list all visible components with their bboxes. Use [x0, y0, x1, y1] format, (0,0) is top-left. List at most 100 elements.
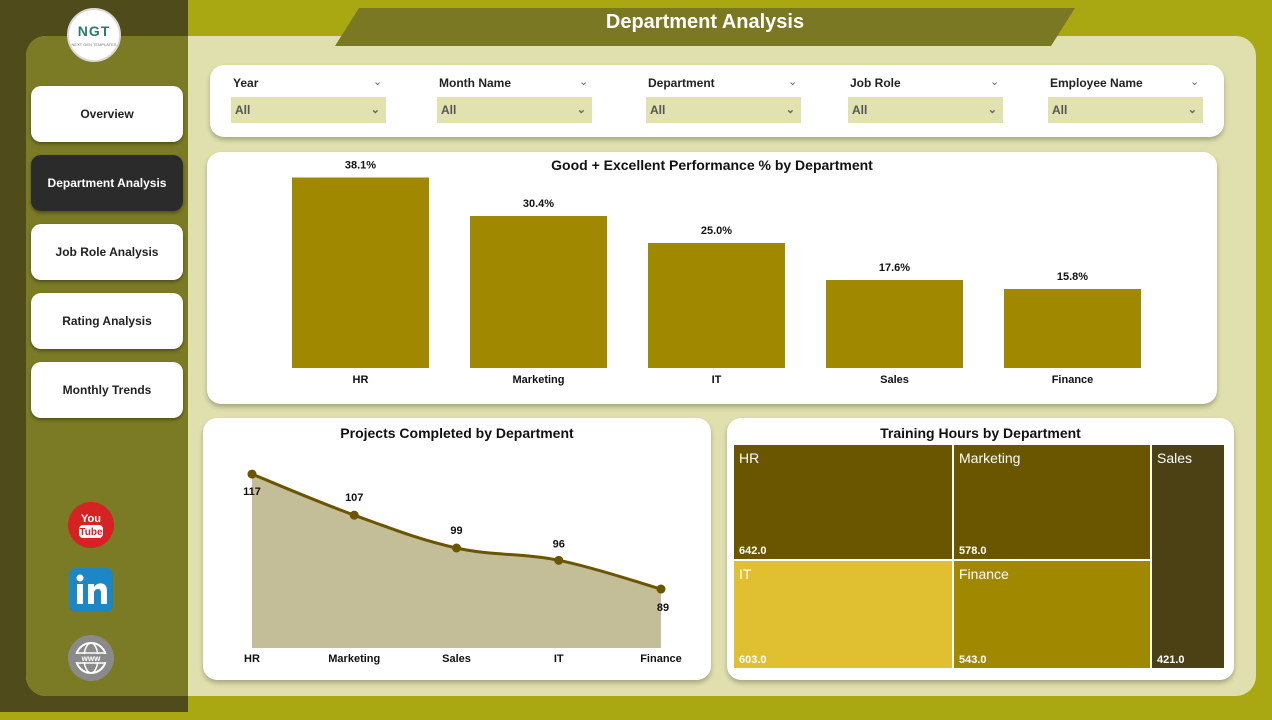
data-label: 25.0%	[701, 225, 732, 237]
data-label: 38.1%	[345, 160, 376, 172]
job-role-select[interactable]: All ⌄	[848, 97, 1003, 123]
bar-finance[interactable]	[1004, 289, 1141, 368]
filter-value: All	[235, 103, 251, 117]
nav-label: Rating Analysis	[62, 314, 152, 328]
logo-text: NGT	[77, 23, 111, 39]
treemap-label: HR	[739, 450, 759, 466]
nav-rating-analysis-button[interactable]: Rating Analysis	[31, 293, 183, 349]
nav-job-role-analysis-button[interactable]: Job Role Analysis	[31, 224, 183, 280]
x-tick-label: IT	[712, 374, 722, 386]
filter-value: All	[441, 103, 457, 117]
chevron-down-icon: ⌄	[370, 104, 380, 116]
treemap-label: IT	[739, 566, 752, 582]
bar-hr[interactable]	[292, 177, 429, 369]
x-tick-label: HR	[353, 374, 369, 386]
filter-value: All	[1052, 103, 1068, 117]
logo: NGT NEXT GEN TEMPLATES	[67, 8, 121, 62]
x-tick-label: IT	[554, 653, 564, 665]
x-tick-label: Sales	[442, 653, 471, 665]
treemap-label: Finance	[959, 566, 1009, 582]
x-tick-label: Marketing	[513, 374, 565, 386]
filter-value: All	[650, 103, 666, 117]
treemap-rect	[1152, 445, 1224, 668]
data-label: 89	[657, 602, 669, 614]
data-label: 107	[345, 492, 363, 504]
chevron-down-icon[interactable]: ⌄	[1190, 76, 1200, 88]
bar-sales[interactable]	[826, 280, 963, 368]
chart-title: Training Hours by Department	[880, 425, 1081, 441]
training-hours-card: Training Hours by Department HR 642.0 Mark…	[727, 418, 1234, 680]
filter-label: Employee Name	[1050, 76, 1143, 90]
data-point-marketing[interactable]	[349, 510, 359, 520]
month-name-select[interactable]: All ⌄	[437, 97, 592, 123]
treemap-cell-hr[interactable]: HR 642.0	[734, 445, 952, 559]
treemap-value: 421.0	[1157, 654, 1185, 666]
svg-text:Tube: Tube	[79, 527, 103, 538]
chevron-down-icon: ⌄	[785, 104, 795, 116]
chevron-down-icon: ⌄	[987, 104, 997, 116]
nav-monthly-trends-button[interactable]: Monthly Trends	[31, 362, 183, 418]
nav-department-analysis-button[interactable]: Department Analysis	[31, 155, 183, 211]
chart-title: Projects Completed by Department	[340, 425, 574, 441]
title-banner	[335, 8, 1075, 46]
chevron-down-icon: ⌄	[1187, 104, 1197, 116]
bar-it[interactable]	[648, 243, 785, 368]
data-label: 117	[243, 486, 261, 498]
svg-text:You: You	[81, 513, 101, 525]
youtube-icon[interactable]: You Tube	[67, 501, 115, 549]
filter-label: Month Name	[439, 76, 511, 90]
filter-label: Job Role	[850, 76, 901, 90]
data-label: 17.6%	[879, 262, 910, 274]
treemap-rect	[954, 561, 1150, 668]
filter-label: Year	[233, 76, 259, 90]
department-select[interactable]: All ⌄	[646, 97, 801, 123]
x-tick-label: Finance	[1052, 374, 1094, 386]
year-select[interactable]: All ⌄	[231, 97, 386, 123]
bar-marketing[interactable]	[470, 216, 607, 368]
treemap-cell-finance[interactable]: Finance 543.0	[954, 561, 1150, 668]
filter-panel: Year ⌄ All ⌄ Month Name ⌄ All ⌄ Department…	[210, 65, 1224, 137]
nav-label: Monthly Trends	[62, 383, 152, 397]
data-point-finance[interactable]	[656, 584, 666, 594]
filter-label: Department	[648, 76, 715, 90]
bottom-strip	[0, 712, 1272, 720]
chart-title: Good + Excellent Performance % by Depart…	[551, 157, 873, 173]
website-icon[interactable]: www	[67, 634, 115, 682]
chevron-down-icon[interactable]: ⌄	[788, 76, 798, 88]
treemap-cell-it[interactable]: IT 603.0	[734, 561, 952, 668]
treemap-label: Sales	[1157, 450, 1192, 466]
data-point-sales[interactable]	[452, 543, 461, 553]
treemap-value: 603.0	[739, 654, 767, 666]
nav-label: Department Analysis	[47, 176, 167, 190]
page-title: Department Analysis	[605, 11, 805, 33]
x-tick-label: Finance	[640, 653, 682, 665]
linkedin-icon[interactable]	[67, 566, 115, 614]
projects-chart-card: Projects Completed by Department 117 HR 10…	[203, 418, 711, 680]
nav-overview-button[interactable]: Overview	[31, 86, 183, 142]
data-point-hr[interactable]	[247, 469, 257, 479]
x-tick-label: Marketing	[328, 653, 380, 665]
treemap-value: 578.0	[959, 545, 987, 557]
treemap-cell-marketing[interactable]: Marketing 578.0	[954, 445, 1150, 559]
treemap-rect	[734, 445, 952, 559]
nav-label: Job Role Analysis	[55, 245, 159, 259]
data-point-it[interactable]	[554, 555, 564, 565]
chevron-down-icon[interactable]: ⌄	[990, 76, 1000, 88]
data-label: 15.8%	[1057, 271, 1088, 283]
logo-subtitle: NEXT GEN TEMPLATES	[71, 42, 117, 47]
x-tick-label: Sales	[880, 374, 909, 386]
projects-area-chart: 117 HR 107 Marketing 99 Sales 96 IT 89 Finance	[243, 469, 682, 665]
employee-name-select[interactable]: All ⌄	[1048, 97, 1203, 123]
x-tick-label: HR	[244, 653, 260, 665]
treemap-value: 642.0	[739, 545, 767, 557]
data-label: 96	[553, 538, 565, 550]
chevron-down-icon: ⌄	[576, 104, 586, 116]
treemap-value: 543.0	[959, 654, 987, 666]
treemap-cell-sales[interactable]: Sales 421.0	[1152, 445, 1224, 668]
data-label: 99	[450, 525, 462, 537]
chevron-down-icon[interactable]: ⌄	[373, 76, 383, 88]
performance-chart-card: Good + Excellent Performance % by Depart…	[207, 152, 1217, 404]
chevron-down-icon[interactable]: ⌄	[579, 76, 589, 88]
svg-text:www: www	[81, 654, 101, 663]
treemap-rect	[954, 445, 1150, 559]
